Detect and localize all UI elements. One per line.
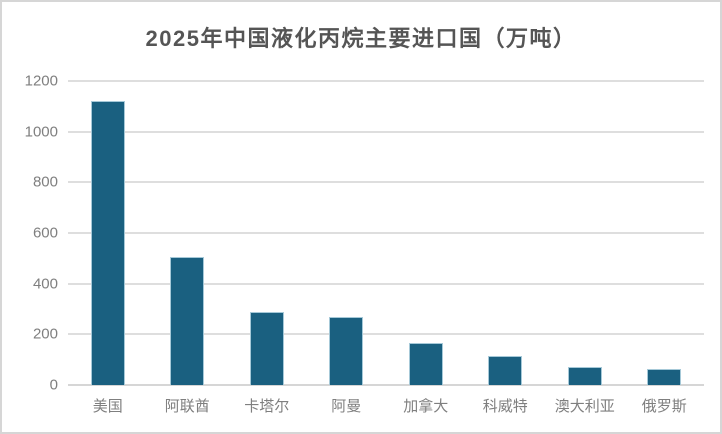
- bar-澳大利亚: [567, 367, 602, 385]
- x-axis-label: 科威特: [482, 398, 528, 415]
- x-axis-label: 加拿大: [403, 398, 449, 415]
- y-axis-tick-label: 1000: [24, 123, 58, 141]
- bar-俄罗斯: [647, 368, 682, 385]
- bars-row: [68, 81, 704, 385]
- bar-卡塔尔: [249, 311, 284, 385]
- axis-baseline: [68, 384, 704, 386]
- bar-美国: [90, 101, 125, 385]
- gridline: [68, 333, 704, 336]
- bar-slot: [227, 81, 307, 385]
- y-axis-tick-label: 0: [49, 376, 58, 394]
- y-axis-tick-label: 200: [32, 325, 58, 343]
- gridline: [68, 80, 704, 82]
- bar-科威特: [488, 355, 523, 385]
- gridline: [68, 232, 704, 234]
- x-axis-label: 阿联酋: [164, 398, 210, 415]
- bar-slot: [68, 81, 148, 385]
- bar-阿曼: [329, 316, 364, 385]
- bar-slot: [386, 81, 466, 385]
- plot-area: [68, 80, 704, 386]
- bar-slot: [148, 81, 228, 385]
- y-axis-tick-label: 1200: [24, 72, 58, 90]
- x-axis-label: 澳大利亚: [554, 398, 615, 415]
- x-axis-label: 卡塔尔: [244, 398, 290, 415]
- bar-slot: [625, 81, 705, 385]
- y-axis-tick-label: 400: [32, 275, 58, 293]
- x-axis-labels: 美国 阿联酋 卡塔尔 阿曼 加拿大 科威特 澳大利亚 俄罗斯: [68, 395, 704, 416]
- bar-加拿大: [408, 343, 443, 385]
- bar-slot: [466, 81, 546, 385]
- x-axis-label: 阿曼: [331, 398, 362, 415]
- gridline: [68, 282, 704, 285]
- gridline: [68, 130, 704, 133]
- x-axis-label: 俄罗斯: [641, 398, 687, 415]
- bar-slot: [545, 81, 625, 385]
- chart-title: 2025年中国液化丙烷主要进口国（万吨）: [145, 26, 577, 51]
- bar-slot: [307, 81, 387, 385]
- x-axis-label: 美国: [92, 398, 123, 415]
- gridline: [68, 181, 704, 184]
- y-axis-tick-label: 800: [32, 173, 58, 191]
- bar-阿联酋: [170, 257, 205, 385]
- y-axis-tick-label: 600: [32, 224, 58, 242]
- y-axis: 0 200 400 600 800 1000 1200: [2, 73, 58, 394]
